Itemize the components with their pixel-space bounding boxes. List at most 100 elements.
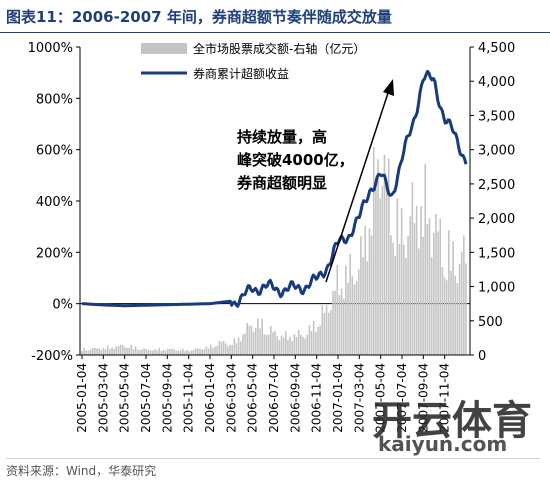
volume-bar	[134, 346, 137, 355]
y-right-tick-label: 3,000	[478, 144, 515, 159]
volume-bar	[357, 269, 360, 355]
y-right-tick-label: 3,500	[478, 109, 515, 124]
volume-bar	[443, 277, 446, 355]
volume-bar	[121, 345, 124, 355]
volume-bar	[452, 241, 454, 355]
volume-bar	[353, 284, 356, 355]
volume-bar	[308, 325, 311, 355]
volume-bar	[349, 253, 351, 355]
volume-bar	[151, 350, 154, 355]
volume-bar	[338, 295, 341, 355]
volume-bar	[445, 280, 448, 355]
volume-bar	[366, 261, 369, 355]
volume-bar	[420, 206, 422, 355]
volume-bar	[409, 216, 412, 355]
volume-bar	[317, 326, 319, 355]
volume-bar	[205, 346, 208, 355]
volume-bar	[351, 276, 354, 355]
volume-bar	[278, 340, 281, 355]
y-left-tick-label: 1000%	[28, 41, 73, 56]
y-left-tick-label: 800%	[36, 92, 73, 107]
x-tick-label: 2005-01-04	[75, 363, 89, 433]
volume-bar	[233, 338, 236, 355]
volume-bar	[415, 205, 418, 355]
volume-bar	[119, 344, 122, 355]
volume-bar	[400, 208, 403, 355]
volume-bar	[364, 225, 366, 355]
volume-bar	[177, 350, 180, 355]
volume-bar	[111, 347, 113, 355]
volume-bar	[407, 235, 409, 355]
source-note: 资料来源：Wind，华泰研究	[6, 458, 540, 479]
volume-bar	[194, 348, 197, 355]
axes: 1000% 800% 600% 400% 200% 0% -200% 4,500 4,000 3,…	[28, 41, 516, 433]
volume-bar	[325, 305, 328, 355]
volume-bar	[197, 348, 199, 355]
volume-bar	[81, 350, 83, 355]
volume-bar	[312, 320, 315, 355]
volume-bar	[284, 331, 287, 355]
volume-bar	[242, 334, 244, 355]
volume-bar	[102, 347, 105, 355]
volume-bar	[413, 223, 416, 355]
volume-bar	[154, 349, 156, 355]
x-tick-label: 2007-03-04	[352, 363, 366, 433]
x-tick-label: 2006-11-04	[310, 363, 324, 433]
volume-bar	[334, 290, 336, 355]
legend-label: 券商累计超额收益	[193, 66, 289, 81]
x-tick-label: 2006-05-04	[246, 363, 260, 433]
volume-bar	[428, 218, 431, 355]
volume-bar	[190, 350, 193, 355]
volume-bar	[263, 334, 266, 355]
volume-bar	[381, 185, 384, 355]
volume-bar	[379, 198, 381, 355]
volume-bar	[321, 305, 324, 355]
volume-bar	[104, 349, 107, 355]
volume-bar	[300, 334, 302, 355]
y-right-tick-label: 1,500	[478, 246, 515, 261]
y-left-tick-label: 600%	[36, 144, 73, 159]
volume-bar	[160, 350, 163, 355]
volume-bar	[368, 228, 371, 355]
volume-bar	[450, 270, 452, 355]
volume-bar	[182, 348, 184, 355]
volume-bar	[257, 318, 259, 355]
volume-bar	[398, 244, 401, 355]
chart-title-bar: 图表11：2006-2007 年间，券商超额节奏伴随成交放量	[0, 0, 550, 33]
volume-bar	[396, 198, 399, 355]
volume-bar	[426, 224, 429, 355]
volume-bar	[98, 348, 100, 355]
legend: 全市场股票成交额-右轴（亿元） 券商累计超额收益	[141, 41, 365, 81]
x-tick-label: 2007-01-04	[331, 363, 345, 433]
volume-bar	[237, 337, 240, 355]
volume-bar	[456, 283, 459, 355]
volume-bar	[385, 183, 388, 355]
volume-bar	[291, 340, 294, 355]
excess-return-line	[81, 69, 468, 308]
volume-bar	[132, 349, 135, 355]
volume-bar	[267, 334, 270, 355]
volume-bar	[158, 347, 161, 355]
volume-bar	[327, 312, 330, 355]
x-tick-label: 2005-07-04	[139, 363, 153, 433]
volume-bar	[186, 349, 188, 355]
volume-bar	[214, 346, 216, 355]
volume-bar	[85, 350, 88, 355]
volume-bar	[149, 350, 152, 355]
volume-bar	[91, 347, 94, 355]
volume-bar	[306, 334, 309, 355]
volume-bar	[297, 330, 300, 355]
volume-bar	[454, 275, 457, 355]
volume-bar	[87, 350, 90, 355]
y-left-tick-label: 0%	[52, 298, 73, 313]
volume-bar	[188, 351, 191, 355]
volume-bar	[259, 328, 261, 355]
y-right-tick-label: 2,000	[478, 212, 515, 227]
volume-bar	[96, 348, 98, 355]
x-tick-label: 2006-01-04	[203, 363, 217, 433]
volume-bar	[287, 340, 289, 355]
volume-bar	[239, 341, 242, 355]
volume-bar	[340, 288, 343, 355]
volume-bar	[372, 146, 375, 355]
